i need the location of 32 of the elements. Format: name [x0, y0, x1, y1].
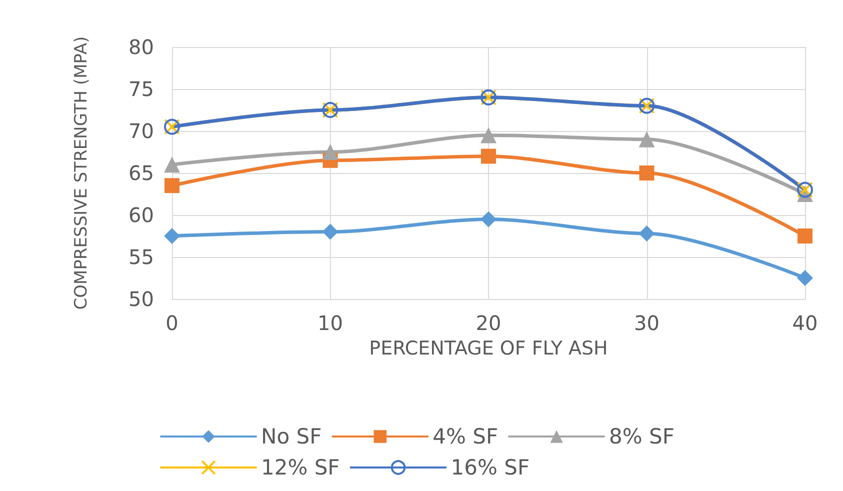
y-tick-label: 75: [128, 77, 154, 101]
legend-label: 12% SF: [261, 456, 340, 480]
point: [797, 270, 813, 286]
x-tick-label: 0: [166, 311, 178, 335]
point: [164, 228, 180, 244]
point: [164, 178, 180, 194]
y-axis-title: COMPRESSIVE STRENGTH (MPA): [72, 36, 92, 310]
y-tick-label: 55: [128, 245, 154, 269]
point: [639, 166, 654, 180]
y-tick-label: 70: [128, 119, 154, 143]
legend-label: 8% SF: [609, 424, 674, 448]
point: [798, 228, 812, 244]
legend-label: No SF: [261, 424, 322, 448]
legend-label: 16% SF: [450, 456, 530, 480]
legend-label: 4% SF: [432, 424, 498, 448]
x-tick-label: 10: [318, 311, 343, 335]
point: [638, 131, 655, 148]
x-tick-label: 20: [476, 311, 502, 335]
point: [322, 224, 338, 240]
x-tick-label: 40: [792, 311, 818, 335]
y-tick-label: 65: [128, 161, 154, 185]
x-axis-title: PERCENTAGE OF FLY ASH: [369, 338, 608, 360]
y-tick-label: 60: [128, 203, 154, 227]
point: [481, 148, 496, 164]
point: [638, 225, 655, 242]
point: [164, 156, 180, 173]
y-tick-label: 50: [128, 287, 154, 311]
point: [480, 211, 496, 228]
point: [480, 127, 496, 144]
point: [322, 144, 338, 160]
x-tick-label: 30: [634, 311, 660, 335]
y-tick-label: 80: [128, 35, 154, 59]
